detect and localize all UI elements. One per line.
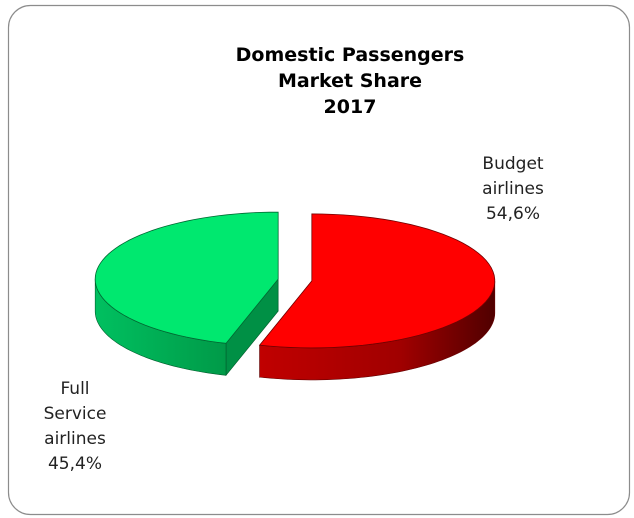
slice	[258, 213, 496, 349]
category-label: Budget airlines	[482, 154, 544, 199]
chart-title: Domestic Passengers	[235, 44, 465, 66]
category-label: Full Service airlines	[43, 379, 107, 449]
value-label: 45,4%	[47, 454, 102, 474]
slice	[94, 211, 279, 344]
pie	[94, 211, 496, 381]
chart-title: 2017	[323, 96, 377, 118]
chart-title: Market Share	[277, 70, 423, 92]
value-label: 54,6%	[485, 204, 540, 224]
